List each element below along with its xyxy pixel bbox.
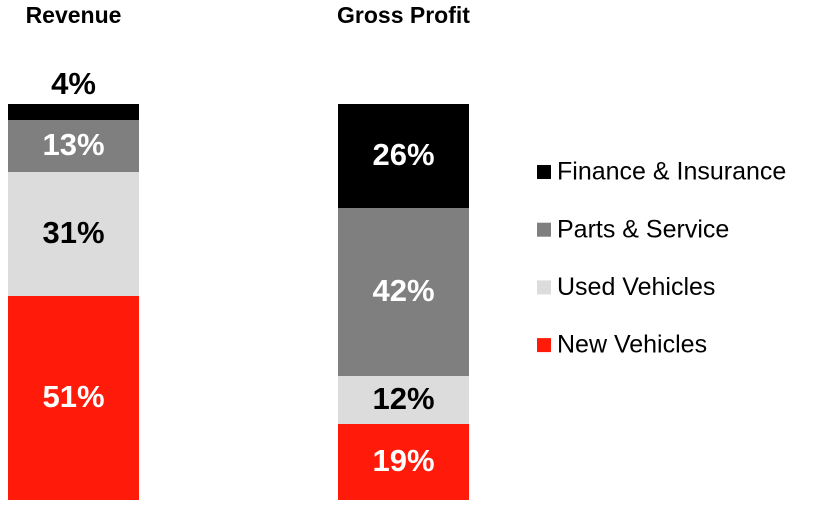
legend-label: Used Vehicles (557, 273, 715, 301)
bar-segment (338, 376, 469, 424)
bar-segment (8, 104, 139, 120)
bar-segment (338, 424, 469, 500)
bar-segment (8, 172, 139, 296)
legend-label: New Vehicles (557, 331, 707, 359)
bar-segment (338, 208, 469, 376)
legend-swatch (537, 338, 551, 353)
value-label: 13% (42, 127, 104, 162)
value-label: 42% (372, 273, 434, 308)
bar-segment (338, 104, 469, 208)
category-title: Revenue (26, 2, 122, 28)
value-label: 4% (51, 66, 96, 101)
legend-label: Finance & Insurance (557, 158, 786, 186)
value-label: 19% (372, 443, 434, 478)
value-label: 12% (372, 381, 434, 416)
legend-swatch (537, 280, 551, 295)
category-title: Gross Profit (337, 2, 470, 28)
value-label: 31% (42, 215, 104, 250)
value-label: 51% (42, 379, 104, 414)
legend-label: Parts & Service (557, 215, 729, 243)
legend-swatch (537, 222, 551, 237)
legend-swatch (537, 165, 551, 179)
bar-segment (8, 120, 139, 172)
value-label: 26% (372, 137, 434, 172)
bar-segment (8, 296, 139, 500)
